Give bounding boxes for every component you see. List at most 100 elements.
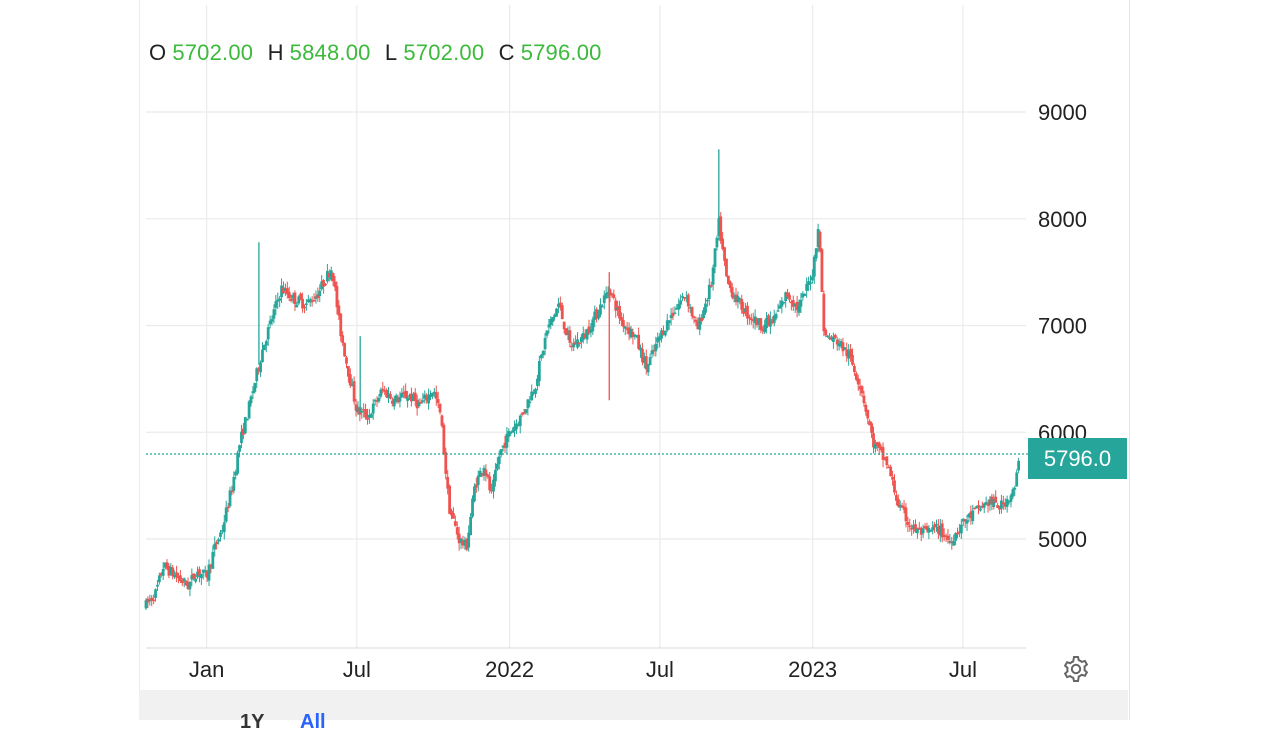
candle-body (805, 283, 809, 291)
candle-body (831, 336, 835, 342)
candle-body (492, 479, 495, 492)
range-1y-button[interactable]: 1Y (240, 711, 265, 733)
candle-body (721, 238, 725, 249)
candle-body (331, 273, 335, 282)
candle-body (1003, 502, 1007, 507)
candle-body (744, 308, 747, 312)
candle-body (251, 391, 255, 394)
candle-body (345, 357, 348, 364)
y-tick-label: 7000 (1038, 314, 1087, 339)
candle-body (633, 334, 637, 337)
candle-body (389, 394, 392, 399)
candle-body (776, 310, 780, 312)
candle-body (505, 433, 509, 448)
candle-body (931, 527, 935, 531)
range-all-button[interactable]: All (300, 711, 326, 733)
candle-body (518, 415, 522, 427)
candle-body (1011, 489, 1015, 497)
candle-body (490, 489, 494, 492)
candle-body (786, 292, 789, 297)
candle-body (278, 298, 282, 301)
candle-body (900, 505, 904, 508)
candle-body (967, 513, 971, 518)
candle-body (564, 328, 568, 336)
candle-body (933, 524, 936, 528)
candle-body (154, 589, 157, 598)
candle-body (285, 288, 289, 295)
candle-body (465, 539, 469, 550)
candle-body (736, 296, 740, 303)
candle-body (245, 419, 249, 421)
candle-body (593, 311, 597, 320)
candle-body (199, 573, 203, 579)
candle-body (299, 293, 303, 300)
candle-body (381, 388, 385, 391)
candle-body (595, 309, 599, 319)
candle-body (282, 287, 285, 294)
candle-body (348, 374, 352, 386)
candle-body (283, 288, 287, 291)
candle-body (973, 507, 977, 510)
candle-body (301, 298, 304, 309)
candle-body (219, 532, 222, 537)
candle-body (553, 314, 557, 318)
candle-body (501, 445, 505, 448)
candle-body (803, 293, 807, 296)
candle-body (801, 293, 805, 298)
candle-body (192, 573, 196, 579)
candle-body (201, 569, 205, 573)
candle-body (971, 510, 975, 522)
candle-body (459, 538, 463, 543)
candle-body (396, 397, 400, 403)
candle-body (228, 490, 232, 507)
candle-body (190, 575, 194, 580)
candle-body (474, 484, 478, 488)
candle-body (860, 386, 864, 394)
candle-body (558, 302, 562, 308)
range-selector-bar (139, 690, 1128, 720)
candle-body (599, 304, 602, 315)
candle-body (157, 575, 161, 583)
candle-body (308, 299, 312, 303)
candle-body (610, 293, 614, 295)
candle-body (450, 510, 453, 516)
candle-body (757, 318, 761, 324)
candle-body (614, 300, 618, 311)
candle-body (184, 581, 188, 586)
open-value: 5702.00 (172, 40, 254, 65)
candle-body (432, 391, 436, 394)
candle-body (429, 395, 432, 398)
candle-body (241, 428, 245, 435)
candle-body (555, 308, 558, 317)
candle-body (732, 296, 736, 299)
candle-body (826, 335, 830, 338)
candle-body (761, 329, 765, 332)
gear-icon[interactable] (1062, 655, 1090, 683)
candle-body (833, 334, 837, 338)
candle-body (742, 308, 746, 314)
x-tick-label: 2023 (788, 657, 837, 682)
candle-body (1001, 502, 1005, 504)
candle-body (339, 313, 343, 337)
candle-body (436, 399, 440, 404)
candle-body (320, 281, 324, 290)
low-label: L (384, 40, 398, 65)
x-tick-label: 2022 (485, 657, 534, 682)
candle-body (220, 530, 224, 532)
candle-body (870, 423, 873, 433)
x-tick-label: Jul (949, 657, 977, 682)
candle-body (249, 396, 253, 404)
candle-body (589, 329, 593, 333)
candle-body (642, 357, 646, 363)
candle-body (879, 446, 883, 451)
candle-body (213, 543, 217, 550)
candle-body (648, 357, 652, 366)
candle-body (583, 334, 587, 339)
candle-body (482, 467, 486, 476)
candle-body (264, 341, 268, 346)
candle-body (872, 433, 875, 448)
candle-body (725, 258, 728, 277)
candle-body (576, 339, 579, 348)
candle-body (455, 527, 459, 535)
